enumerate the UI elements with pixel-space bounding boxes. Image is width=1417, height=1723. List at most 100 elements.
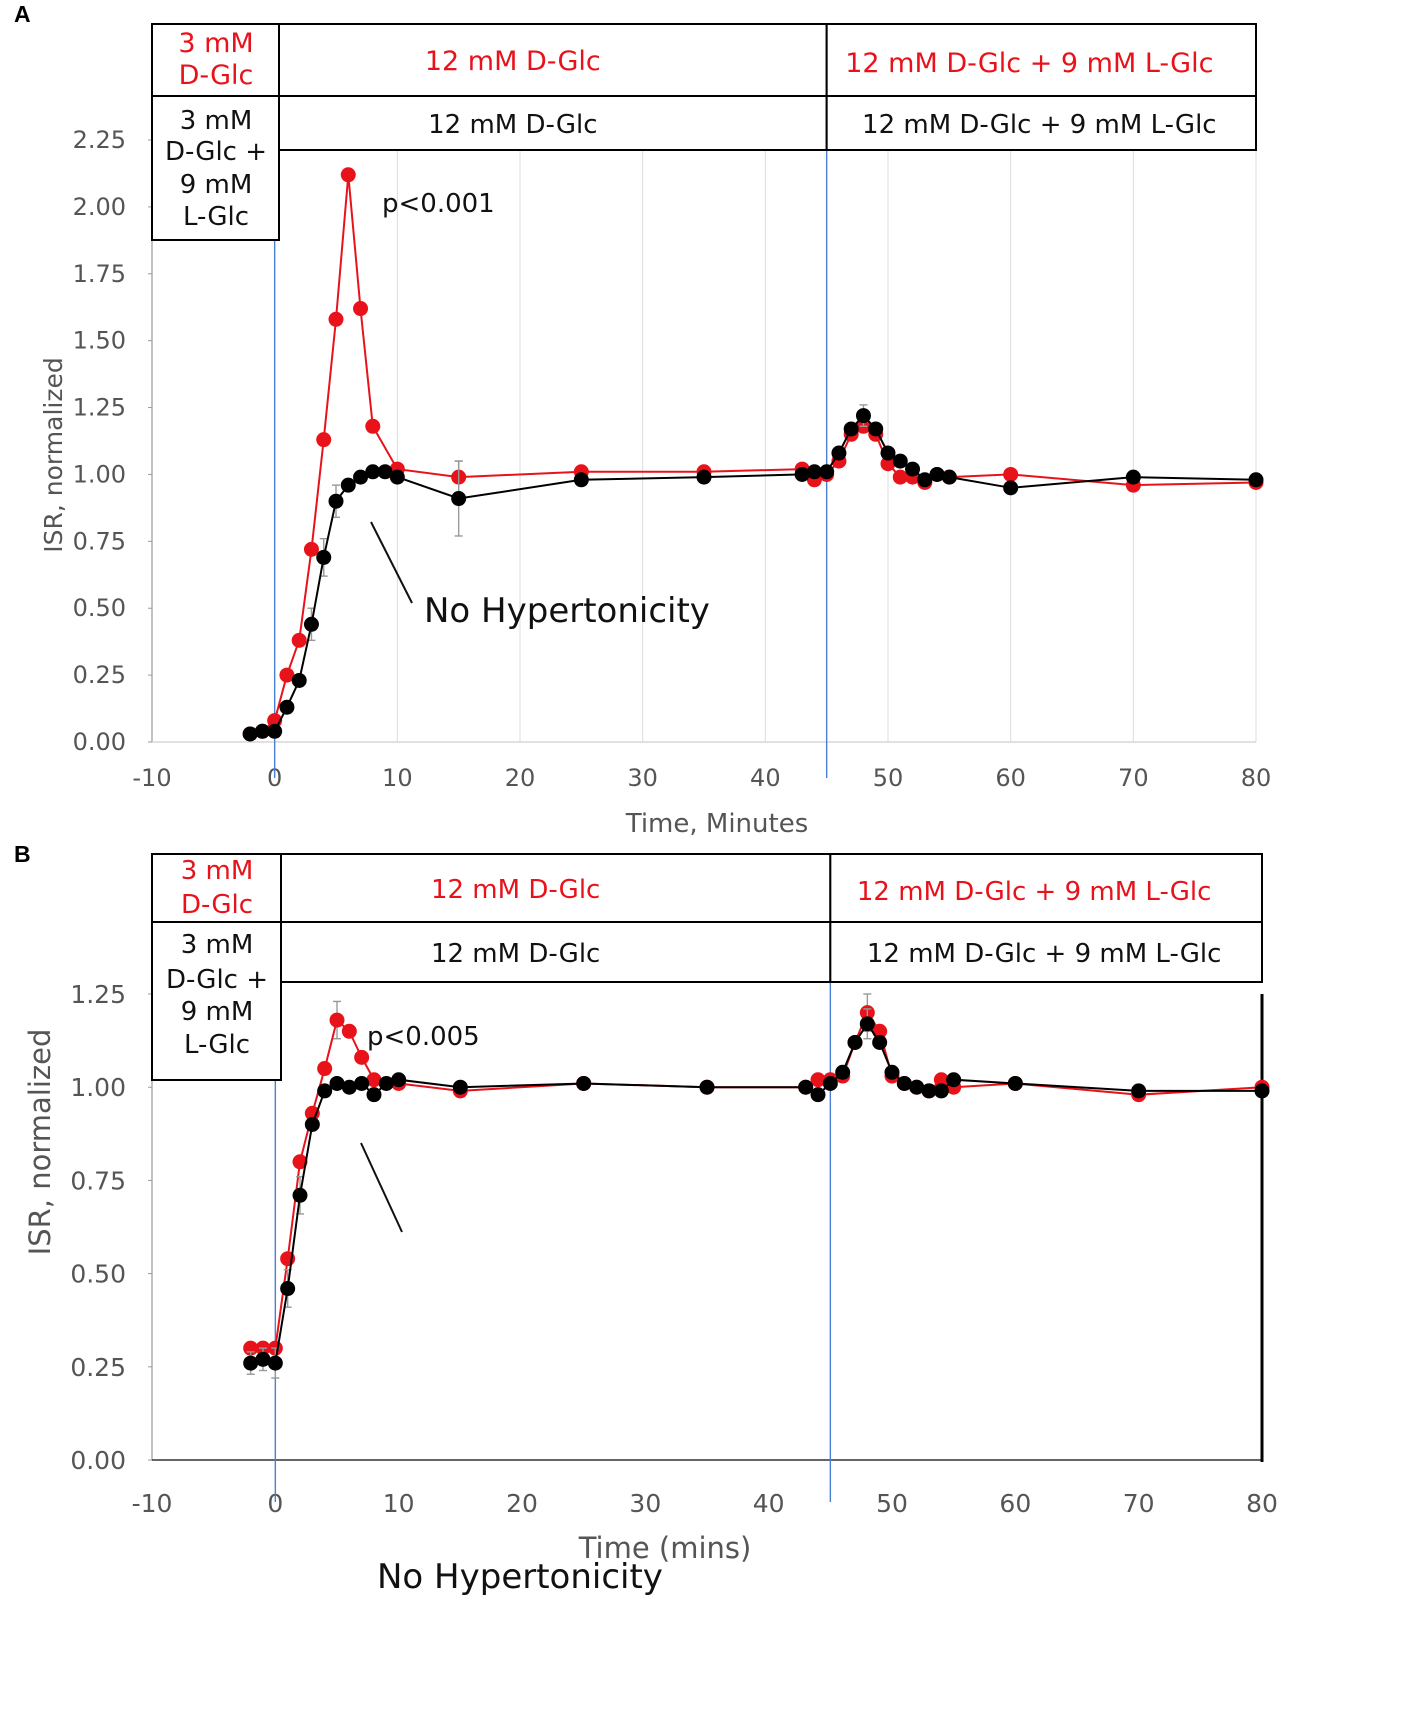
data-point-black [822, 1075, 838, 1091]
condition-box-black-1 [151, 95, 280, 241]
data-point-red [328, 311, 344, 327]
data-point-black [365, 464, 381, 480]
condition-box-red-1 [151, 853, 282, 923]
data-point-black [354, 1075, 370, 1091]
data-point-black [267, 1355, 283, 1371]
condition-label-line: 9 mM [180, 170, 253, 200]
condition-box-black-2 [278, 95, 828, 151]
x-tick-label: 10 [382, 764, 413, 792]
data-point-black [699, 1079, 715, 1095]
data-point-black [292, 1187, 308, 1203]
x-tick-label: 80 [1241, 764, 1272, 792]
callout-pointer-line [360, 1142, 403, 1233]
series-black [242, 404, 1264, 742]
x-tick-label: 30 [627, 764, 658, 792]
data-point-black [378, 1075, 394, 1091]
data-point-red [810, 1072, 826, 1088]
condition-box-black-3 [825, 95, 1258, 151]
y-axis-title: ISR, normalized [23, 1029, 57, 1256]
series-black [243, 1008, 1270, 1379]
data-point-black [896, 1075, 912, 1091]
condition-label-line: D-Glc [179, 60, 254, 91]
y-tick-label: 0.25 [73, 661, 126, 689]
data-point-black [303, 616, 319, 632]
data-point-black [317, 1083, 333, 1099]
condition-label-line: 3 mM [181, 930, 254, 960]
data-point-black [892, 453, 908, 469]
y-tick-label: 1.75 [73, 260, 126, 288]
y-tick-label: 0.00 [73, 728, 126, 756]
data-point-red [353, 301, 369, 317]
x-tick-label: 40 [753, 1489, 785, 1518]
y-tick-label: 0.25 [70, 1353, 126, 1382]
x-tick-label: 80 [1246, 1489, 1278, 1518]
data-point-black [872, 1034, 888, 1050]
y-tick-label: 0.50 [70, 1260, 126, 1289]
x-tick-label: 10 [383, 1489, 415, 1518]
data-point-red [279, 667, 295, 683]
data-point-red [933, 1072, 949, 1088]
data-point-black [353, 469, 369, 485]
condition-label-line: D-Glc + [165, 137, 267, 167]
data-point-black [452, 1079, 468, 1095]
condition-label-line: L-Glc [183, 202, 249, 232]
data-point-black [884, 1064, 900, 1080]
data-point-black [576, 1075, 592, 1091]
panel-letter: B [14, 841, 31, 867]
data-point-black [855, 408, 871, 424]
series-red [242, 167, 1264, 742]
data-point-red [341, 1023, 357, 1039]
condition-box-black-3 [829, 921, 1263, 983]
data-point-black [946, 1072, 962, 1088]
data-point-black [242, 726, 258, 742]
data-point-black [254, 723, 270, 739]
y-tick-label: 1.25 [70, 980, 126, 1009]
data-point-red [892, 469, 908, 485]
x-axis-title: Time, Minutes [625, 809, 809, 839]
data-point-black [810, 1087, 826, 1103]
y-tick-label: 2.25 [73, 126, 126, 154]
data-point-red [354, 1049, 370, 1065]
data-point-black [819, 464, 835, 480]
condition-label-line: 9 mM [181, 997, 254, 1027]
condition-label-black-2: 12 mM D-Glc [431, 939, 600, 969]
x-tick-label: 20 [506, 1489, 538, 1518]
condition-box-red-3 [829, 853, 1263, 923]
data-point-black [341, 1079, 357, 1095]
y-tick-label: 1.00 [73, 460, 126, 488]
data-point-black [794, 466, 810, 482]
series-line-red [250, 1010, 1263, 1350]
condition-label-red-1: 3 mM D-Glc [181, 856, 254, 920]
data-point-black [329, 1075, 345, 1091]
x-tick-label: 40 [750, 764, 781, 792]
series-callout-label: No Hypertonicity [377, 1557, 663, 1597]
data-point-black [366, 1087, 382, 1103]
condition-label-line: D-Glc [181, 890, 253, 920]
data-point-black [798, 1079, 814, 1095]
y-tick-label: 0.50 [73, 594, 126, 622]
condition-label-black-3: 12 mM D-Glc + 9 mM L-Glc [867, 939, 1222, 969]
data-point-black [933, 1083, 949, 1099]
data-point-black [929, 466, 945, 482]
data-point-black [267, 723, 283, 739]
data-point-black [391, 1072, 407, 1088]
panel-b: B 0.00 0.25 0.50 0.75 1.00 1.25 -10 0 10 20 30 40 50 6… [14, 841, 1278, 1597]
data-point-black [835, 1064, 851, 1080]
x-tick-label: 50 [873, 764, 904, 792]
condition-label-black-3: 12 mM D-Glc + 9 mM L-Glc [862, 110, 1217, 140]
panel-a: A 0.00 0.25 0.50 0.75 1.00 1.25 1.50 1.75 2.00 2.2… [14, 1, 1271, 839]
condition-label-red-2: 12 mM D-Glc [425, 46, 601, 77]
x-tick-label: 60 [999, 1489, 1031, 1518]
data-point-black [291, 672, 307, 688]
data-point-black [831, 445, 847, 461]
y-tick-label: 0.00 [70, 1446, 126, 1475]
data-point-black [868, 421, 884, 437]
condition-box-red-3 [825, 23, 1258, 97]
condition-label-red-2: 12 mM D-Glc [431, 875, 600, 905]
data-point-black [806, 464, 822, 480]
x-tick-label: 60 [995, 764, 1026, 792]
data-point-black [1248, 472, 1264, 488]
x-tick-label: 0 [267, 1489, 283, 1518]
data-point-black [921, 1083, 937, 1099]
